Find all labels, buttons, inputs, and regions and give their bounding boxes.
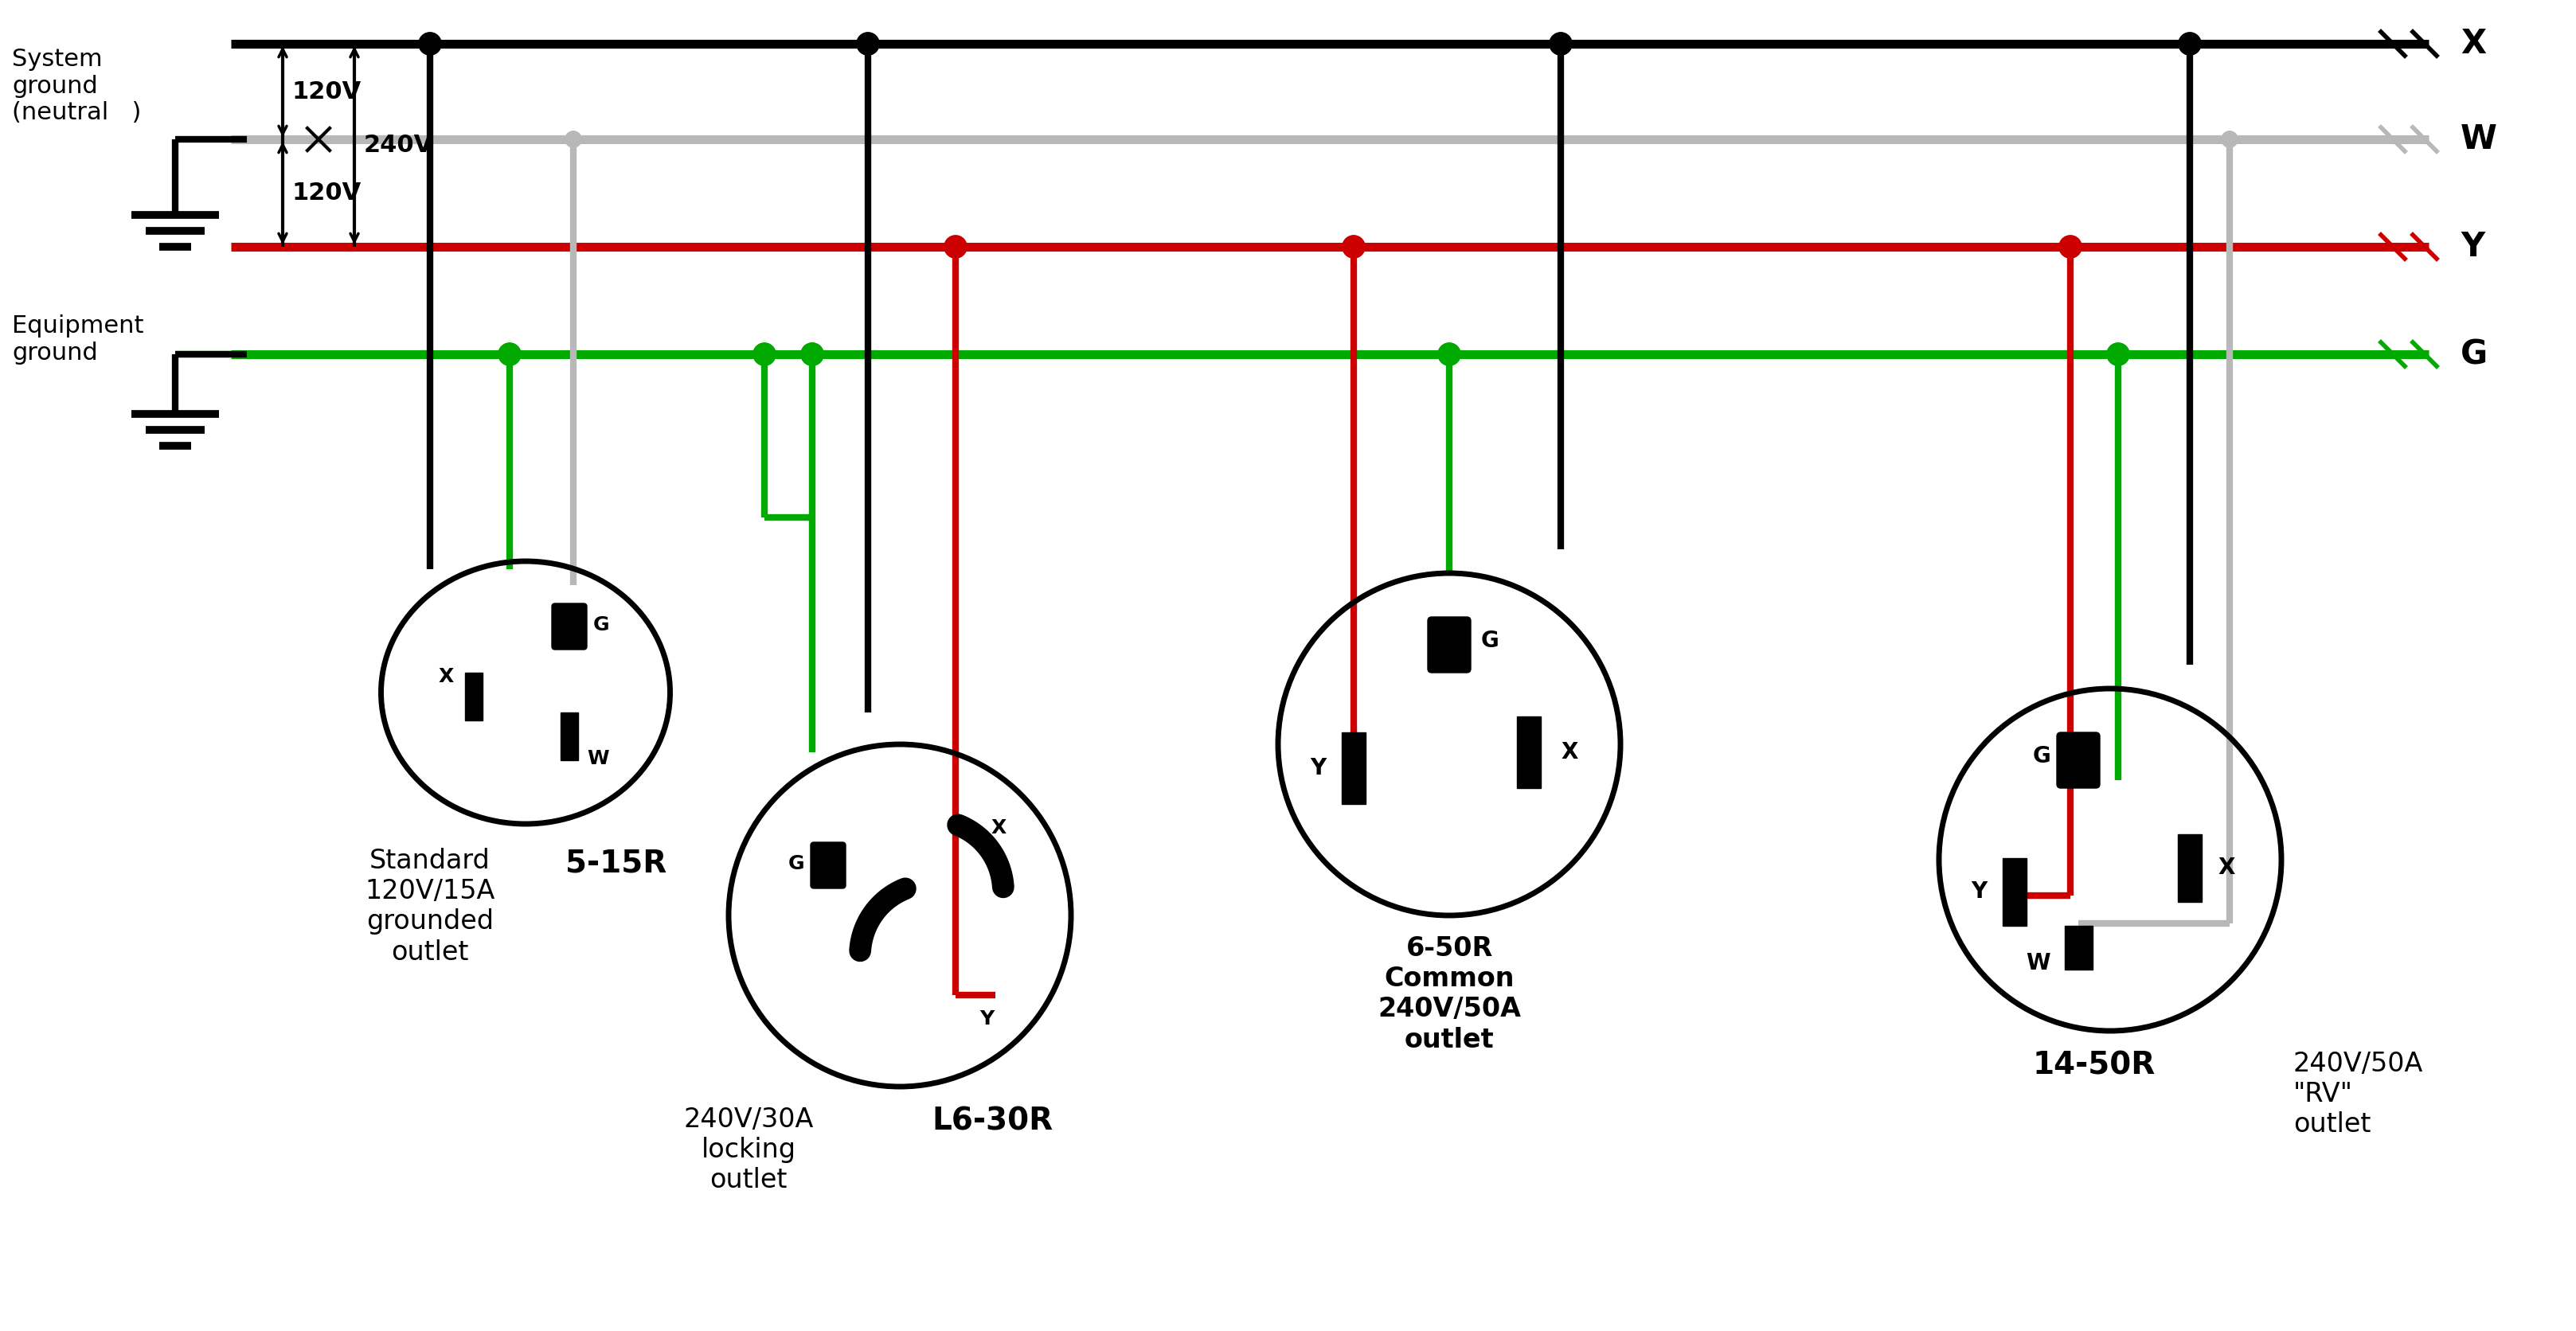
FancyBboxPatch shape	[551, 603, 587, 650]
Text: System
ground
(neutral   ): System ground (neutral )	[13, 48, 142, 124]
Circle shape	[564, 132, 582, 148]
Text: Y: Y	[1971, 880, 1986, 902]
Circle shape	[2221, 132, 2239, 148]
Text: 120V: 120V	[291, 181, 361, 205]
Bar	[466, 672, 482, 720]
Bar	[2002, 857, 2027, 925]
Text: 14-50R: 14-50R	[2032, 1050, 2156, 1081]
Text: Y: Y	[979, 1009, 994, 1029]
Text: G: G	[788, 855, 804, 873]
Circle shape	[1342, 236, 1365, 258]
Text: X: X	[2460, 27, 2486, 60]
Circle shape	[752, 343, 775, 366]
Text: G: G	[2032, 745, 2050, 768]
Text: 120V: 120V	[291, 80, 361, 102]
Circle shape	[2221, 132, 2239, 148]
Text: 5-15R: 5-15R	[564, 848, 667, 878]
Text: W: W	[2460, 122, 2496, 156]
Bar	[1517, 716, 1540, 788]
Circle shape	[420, 33, 440, 55]
Bar	[562, 712, 577, 760]
Circle shape	[2058, 236, 2081, 258]
Circle shape	[1437, 343, 1461, 366]
Text: G: G	[1481, 630, 1499, 652]
Circle shape	[2058, 236, 2081, 258]
Bar	[1342, 732, 1365, 804]
Circle shape	[1437, 343, 1461, 366]
FancyBboxPatch shape	[1427, 618, 1471, 672]
Text: X: X	[2218, 857, 2236, 878]
Circle shape	[801, 343, 824, 366]
Text: W: W	[587, 749, 608, 768]
Text: Y: Y	[2460, 230, 2483, 264]
Circle shape	[2107, 343, 2130, 366]
Text: L6-30R: L6-30R	[933, 1106, 1054, 1137]
Circle shape	[2107, 343, 2130, 366]
Circle shape	[500, 343, 520, 366]
Circle shape	[1551, 33, 1571, 55]
Text: G: G	[2460, 338, 2488, 371]
Circle shape	[420, 33, 440, 55]
Circle shape	[945, 236, 966, 258]
Text: G: G	[592, 615, 611, 635]
Text: Equipment
ground: Equipment ground	[13, 314, 144, 365]
Text: 240V/30A
locking
outlet: 240V/30A locking outlet	[683, 1106, 814, 1194]
Text: 240V: 240V	[363, 133, 433, 157]
Bar	[2177, 833, 2202, 901]
Text: X: X	[992, 819, 1007, 837]
Circle shape	[858, 33, 878, 55]
Text: Standard
120V/15A
grounded
outlet: Standard 120V/15A grounded outlet	[366, 848, 495, 965]
Circle shape	[801, 343, 824, 366]
Text: W: W	[2027, 952, 2050, 974]
Circle shape	[564, 132, 582, 148]
Bar	[2063, 925, 2092, 969]
Circle shape	[2179, 33, 2200, 55]
FancyBboxPatch shape	[811, 843, 845, 888]
Circle shape	[2179, 33, 2200, 55]
Circle shape	[500, 343, 520, 366]
Text: Y: Y	[1309, 757, 1327, 780]
Circle shape	[945, 236, 966, 258]
Text: X: X	[1561, 741, 1577, 764]
FancyBboxPatch shape	[2056, 732, 2099, 788]
Text: X: X	[438, 667, 453, 687]
Circle shape	[801, 343, 824, 366]
Circle shape	[1551, 33, 1571, 55]
Text: 6-50R
Common
240V/50A
outlet: 6-50R Common 240V/50A outlet	[1378, 936, 1520, 1053]
Circle shape	[1342, 236, 1365, 258]
Circle shape	[752, 343, 775, 366]
Text: 240V/50A
"RV"
outlet: 240V/50A "RV" outlet	[2293, 1050, 2424, 1138]
Circle shape	[858, 33, 878, 55]
